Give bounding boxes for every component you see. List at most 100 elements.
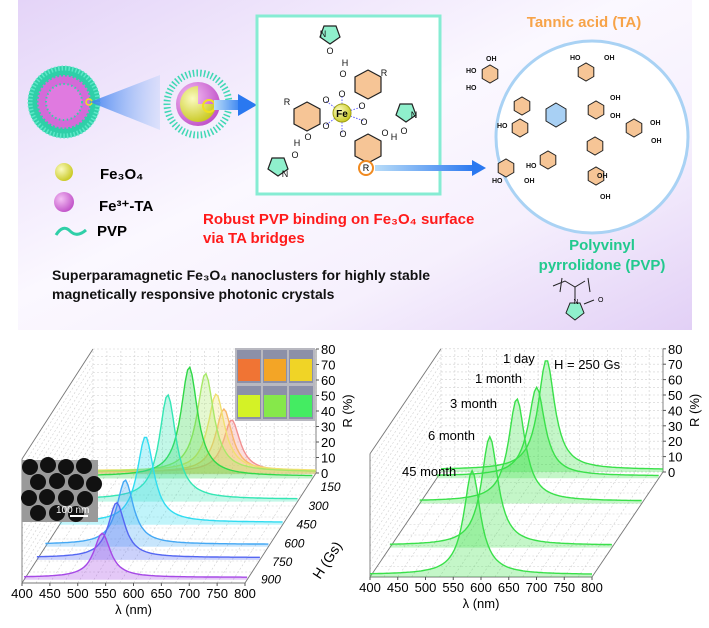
- vial-liquid: [238, 359, 260, 381]
- atom-label: HO: [570, 55, 581, 62]
- pyrrolidone-ring-icon: [395, 103, 417, 123]
- nanoparticle: [40, 457, 56, 473]
- y-tick-label: 80: [321, 342, 335, 357]
- x-tick-label: 750: [206, 586, 228, 601]
- glucose-ring-icon: [545, 102, 567, 128]
- gridline: [577, 471, 650, 578]
- gridline: [21, 356, 94, 467]
- atom-label: O: [358, 101, 365, 111]
- gridline: [494, 471, 567, 578]
- atom-label: N: [320, 29, 327, 39]
- atom-label: OH: [486, 56, 497, 63]
- gridline: [480, 471, 553, 578]
- z-tick-label: 300: [309, 499, 329, 513]
- vial-liquid: [264, 395, 286, 417]
- atom-label: O: [322, 121, 329, 131]
- r-group-highlight: [358, 160, 374, 176]
- vial-liquid: [290, 395, 312, 417]
- legend: Fe₃O₄ Fe³⁺-TA PVP: [54, 163, 153, 240]
- series-fill: [89, 367, 313, 479]
- gridline: [564, 471, 636, 578]
- z-tick-label: 450: [296, 518, 316, 532]
- atom-label: N: [411, 110, 418, 120]
- gridline: [21, 364, 94, 475]
- x-tick-label: 700: [178, 586, 200, 601]
- x-tick-label: 600: [123, 586, 145, 601]
- gridline: [216, 472, 289, 584]
- gallate-ring-icon: [587, 100, 605, 120]
- vial-photo-inset: [235, 348, 315, 421]
- x-tick-label: 550: [442, 580, 464, 595]
- atom-label: O: [598, 297, 604, 304]
- tannic-acid-title: Tannic acid (TA): [527, 14, 641, 31]
- gridline: [439, 471, 511, 578]
- y-tick-label: 10: [321, 451, 335, 466]
- atom-label: N: [282, 169, 289, 179]
- gallate-ring-icon: [577, 62, 595, 82]
- x-tick-label: 400: [359, 580, 381, 595]
- gridline: [49, 472, 122, 584]
- series-line: [36, 501, 260, 558]
- nanoparticle: [86, 476, 102, 492]
- atom-label: OH: [600, 194, 611, 201]
- vial-liquid: [238, 395, 260, 417]
- series-line: [89, 365, 313, 477]
- nanoparticle: [39, 489, 55, 505]
- gridline: [411, 471, 483, 578]
- gridline: [369, 379, 442, 485]
- y-tick-label: 10: [668, 450, 682, 465]
- nanoparticle: [30, 474, 46, 490]
- series-line: [389, 434, 612, 546]
- gallate-ring-icon: [587, 166, 605, 186]
- atom-label: OH: [604, 55, 615, 62]
- atom-label: OH: [610, 113, 621, 120]
- z-axis-label: H (Gs): [309, 538, 345, 581]
- gallate-ring-icon: [481, 64, 499, 84]
- gridline: [133, 472, 205, 584]
- atom-label: HO: [492, 178, 503, 185]
- side-edge: [21, 348, 94, 460]
- gallate-ring-icon: [625, 118, 643, 138]
- legend-pvp-label: PVP: [97, 223, 127, 240]
- x-axis-label: λ (nm): [463, 596, 500, 611]
- z-tick-label: 150: [321, 480, 341, 494]
- x-tick-label: 500: [415, 580, 437, 595]
- gridline: [536, 471, 608, 578]
- nanoparticle: [76, 458, 92, 474]
- y-tick-label: 30: [668, 419, 682, 434]
- gridline: [369, 433, 442, 539]
- atom-label: HO: [466, 85, 477, 92]
- x-tick-label: 800: [234, 586, 256, 601]
- gridline: [425, 471, 497, 578]
- x-tick-label: 800: [581, 580, 603, 595]
- gridline: [508, 471, 580, 578]
- atom-label: O: [381, 128, 388, 138]
- series-fill: [436, 387, 659, 479]
- atom-label: O: [326, 46, 333, 56]
- catechol-ring-icon: [293, 101, 321, 132]
- gridline: [369, 364, 442, 470]
- atom-label: N: [573, 299, 578, 306]
- z-tick-label: 750: [272, 555, 292, 569]
- gridline: [369, 448, 442, 555]
- x-tick-label: 700: [526, 580, 548, 595]
- nanoparticle: [58, 459, 74, 475]
- nanoparticle: [22, 459, 38, 475]
- side-edge: [369, 348, 442, 455]
- gridline: [522, 471, 594, 578]
- pvp-chain-icon: [54, 226, 87, 236]
- catechol-ring-icon: [354, 69, 382, 100]
- tem-image-inset: 100 nm: [21, 457, 102, 522]
- atom-label: HO: [466, 68, 477, 75]
- gridline: [453, 471, 525, 578]
- gridline: [550, 471, 622, 578]
- atom-label: HO: [497, 123, 508, 130]
- x-tick-label: 650: [151, 586, 173, 601]
- y-tick-label: 50: [668, 388, 682, 403]
- atom-label: O: [338, 89, 345, 99]
- pvp-structure: N O: [552, 277, 604, 321]
- gallate-ring-icon: [586, 136, 604, 156]
- series-fill: [74, 395, 298, 502]
- series-fill: [370, 470, 592, 577]
